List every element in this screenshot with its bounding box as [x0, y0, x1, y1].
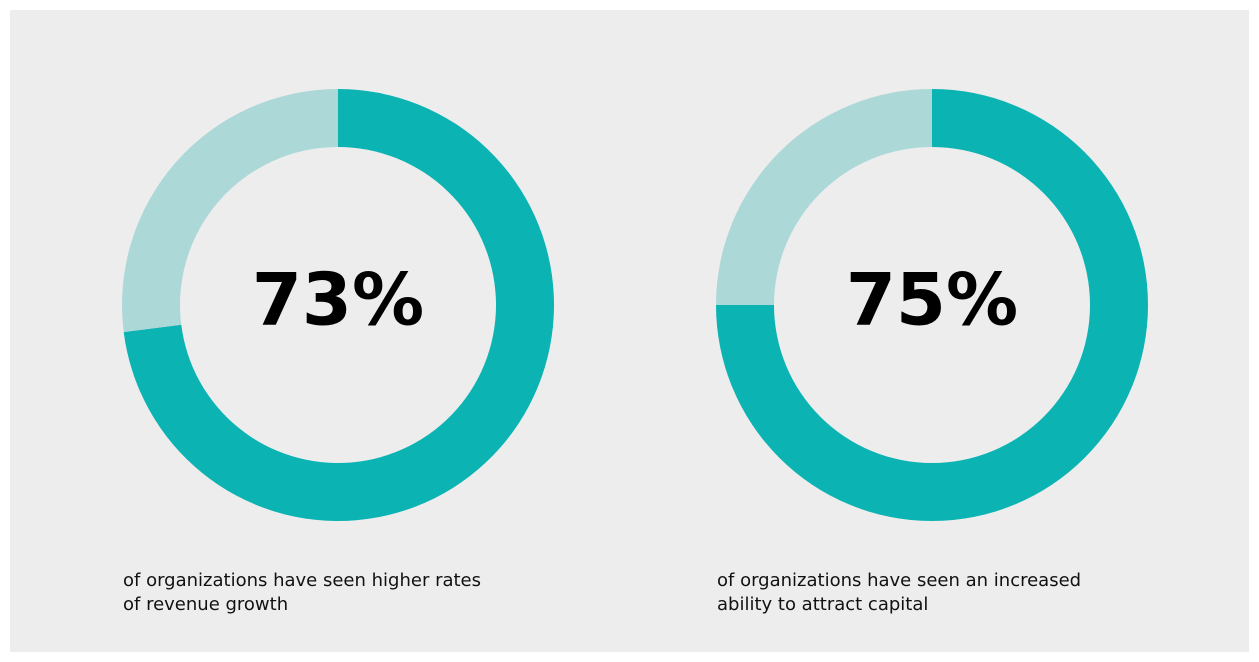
center-value: 73%: [252, 258, 424, 342]
center-value: 75%: [846, 258, 1018, 342]
panel: [10, 10, 1249, 652]
donut-segment: [122, 89, 338, 333]
caption: of organizations have seen an increased: [717, 570, 1081, 591]
caption: of organizations have seen higher rates: [123, 570, 481, 591]
donut-segment: [716, 89, 932, 305]
caption: of revenue growth: [123, 594, 288, 615]
caption: ability to attract capital: [717, 594, 928, 615]
